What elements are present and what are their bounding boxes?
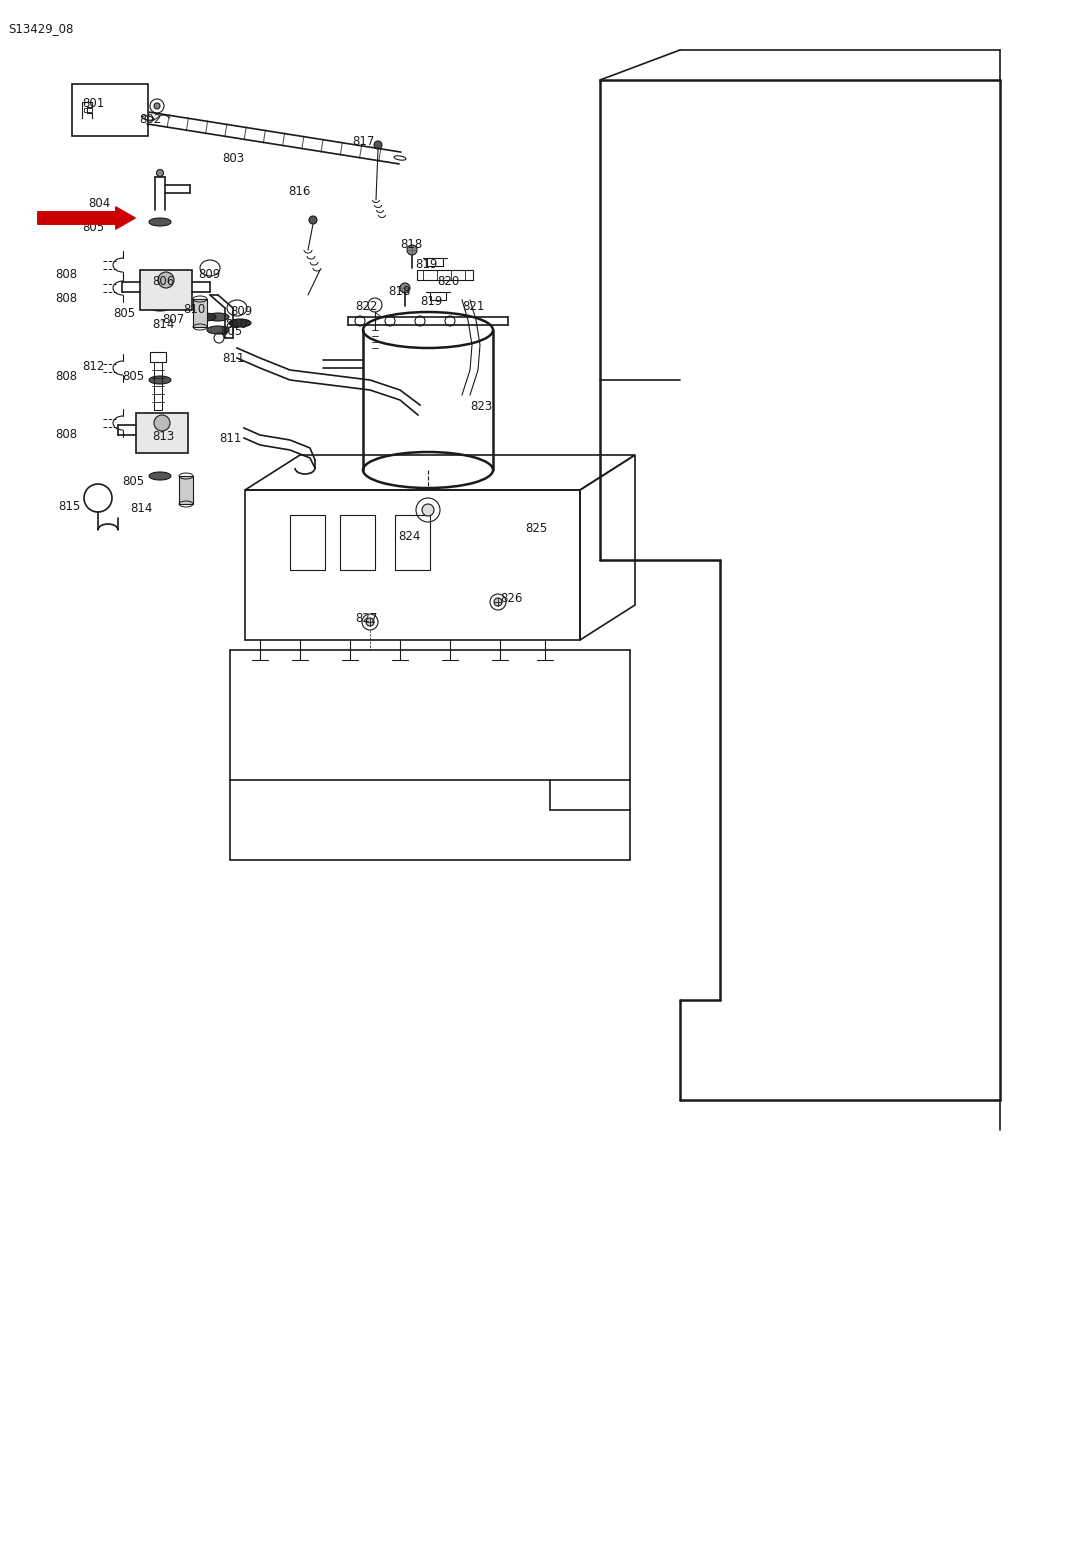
Text: 826: 826 [500,591,523,605]
Bar [193,299,207,327]
Text: 808: 808 [55,428,77,440]
Text: 817: 817 [352,135,375,148]
Bar [179,476,193,504]
Text: 808: 808 [55,370,77,383]
Text: 808: 808 [55,268,77,282]
Circle shape [423,504,434,517]
Polygon shape [140,271,192,310]
Text: 815: 815 [58,499,80,513]
Text: 804: 804 [87,198,110,210]
Text: 820: 820 [437,275,459,288]
Circle shape [375,142,382,149]
Ellipse shape [207,327,229,335]
Text: 824: 824 [398,531,420,543]
Text: 802: 802 [139,114,161,126]
Text: 810: 810 [184,303,205,316]
Text: 805: 805 [122,475,144,489]
Text: 801: 801 [82,96,105,110]
Text: 818: 818 [400,238,423,251]
Bar [290,515,325,569]
Bar [340,515,375,569]
Text: 814: 814 [152,317,174,331]
Text: 808: 808 [55,293,77,305]
Ellipse shape [194,313,216,321]
Ellipse shape [229,319,251,327]
Ellipse shape [158,272,174,288]
Text: 809: 809 [198,268,220,282]
Text: 816: 816 [288,185,310,198]
Ellipse shape [149,471,171,479]
Text: 807: 807 [162,313,185,327]
Text: 803: 803 [222,152,244,165]
Text: 814: 814 [130,503,153,515]
Text: 805: 805 [82,221,105,233]
Text: 819: 819 [420,296,443,308]
Polygon shape [136,412,188,453]
Text: 811: 811 [219,433,241,445]
Bar [417,271,473,280]
Circle shape [407,244,417,255]
Ellipse shape [149,377,171,384]
Bar [150,352,166,363]
Bar [71,84,148,135]
Text: 823: 823 [469,400,492,412]
Ellipse shape [207,313,229,321]
Ellipse shape [154,415,170,431]
Ellipse shape [149,218,171,226]
Circle shape [309,216,317,224]
Bar [84,107,92,112]
Text: 827: 827 [355,612,378,626]
Text: 811: 811 [222,352,244,366]
Text: 806: 806 [152,275,174,288]
Text: 825: 825 [525,521,547,535]
Circle shape [400,283,410,293]
Text: S13429_08: S13429_08 [7,22,74,34]
Ellipse shape [149,303,171,311]
Text: 805: 805 [113,307,136,321]
Circle shape [494,598,501,605]
Text: 810: 810 [225,317,248,331]
Circle shape [154,103,160,109]
Text: 818: 818 [388,285,410,299]
FancyArrowPatch shape [37,207,136,229]
Text: 805: 805 [122,370,144,383]
Bar [395,515,430,569]
Circle shape [157,170,163,176]
Text: 809: 809 [230,305,252,317]
Text: 813: 813 [152,429,174,443]
Circle shape [366,618,375,626]
Text: 819: 819 [415,258,437,271]
Text: 812: 812 [82,359,105,373]
Text: 821: 821 [462,300,484,313]
Text: 805: 805 [220,325,242,338]
Text: 822: 822 [355,300,378,313]
